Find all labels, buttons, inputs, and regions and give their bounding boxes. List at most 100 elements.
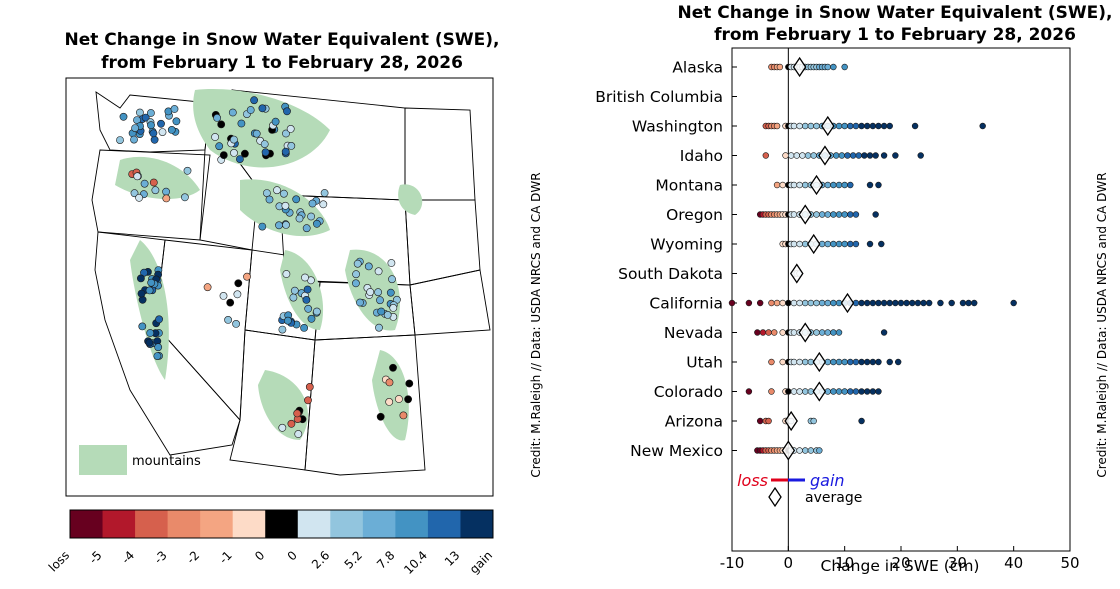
swe-point (858, 299, 865, 307)
colorbar-cell (297, 510, 331, 538)
map-station (282, 220, 290, 229)
swe-point (849, 152, 857, 159)
colorbar-cell (167, 510, 201, 538)
x-tick-label: 50 (1060, 554, 1079, 572)
arizona-outline (229, 329, 316, 471)
swe-point (818, 211, 826, 218)
map-station (203, 283, 212, 292)
swe-point (813, 122, 820, 130)
legend-average-marker (768, 486, 782, 508)
swe-point (787, 152, 795, 159)
map-station (312, 219, 321, 228)
colorbar-tick-label: 10.4 (401, 548, 430, 577)
swe-point (959, 299, 967, 307)
chart-title-line2: from February 1 to February 28, 2026 (714, 25, 1076, 45)
map-stations (116, 96, 414, 438)
map-station (147, 121, 155, 130)
swe-point (824, 211, 831, 218)
swe-point (818, 329, 826, 336)
map-station (234, 279, 243, 288)
map-station (286, 124, 295, 133)
swe-point (768, 358, 775, 366)
swe-point (847, 122, 854, 130)
map-station (149, 178, 158, 187)
map-station (162, 187, 170, 196)
map-station (235, 155, 244, 163)
map-credit: Credit: M.Raleigh // Data: USDA NRCS and… (529, 172, 543, 477)
map-station (135, 108, 144, 117)
swe-point (776, 63, 784, 71)
swe-point (799, 152, 806, 159)
swe-point (880, 122, 888, 130)
map-station (282, 270, 291, 278)
map-station (158, 128, 167, 136)
swe-point (872, 152, 879, 159)
swe-point (773, 299, 781, 307)
swe-point (790, 211, 798, 218)
map-station (283, 316, 292, 325)
map-station (376, 412, 385, 421)
colorbar-tick-label: 5.2 (342, 548, 365, 571)
swe-point (773, 122, 781, 130)
state-label: South Dakota (618, 265, 723, 283)
average-marker (806, 233, 821, 255)
map-station (116, 136, 124, 144)
swe-point (861, 152, 868, 159)
swe-point (875, 388, 882, 395)
swe-point (903, 299, 910, 307)
swe-point (771, 329, 778, 336)
map-station (180, 193, 189, 202)
swe-point (841, 181, 848, 189)
swe-point (855, 152, 862, 159)
colorbar-cell (330, 510, 364, 538)
map-station (304, 396, 312, 405)
map-station (219, 151, 228, 159)
swe-point (830, 299, 837, 307)
map-station (146, 329, 155, 337)
average-marker (790, 263, 804, 284)
colorbar-tick-label: -4 (119, 548, 137, 566)
swe-point (773, 181, 781, 189)
swe-point (790, 122, 798, 130)
new-mexico-outline (304, 334, 426, 476)
swe-point (802, 299, 809, 307)
map-station (405, 379, 414, 388)
swe-point (894, 358, 902, 366)
map-station (258, 104, 267, 113)
x-tick-label: 20 (891, 554, 910, 572)
swe-point (863, 122, 871, 130)
swe-point (830, 240, 837, 248)
map-station (119, 112, 128, 121)
map-station (237, 119, 246, 128)
map-station (258, 222, 267, 231)
swe-point (802, 181, 809, 189)
swe-point (835, 181, 843, 189)
map-station (130, 189, 139, 198)
x-tick-label: 0 (784, 554, 794, 572)
swe-point (785, 388, 792, 395)
swe-point (796, 240, 803, 248)
map-station (404, 395, 412, 404)
swe-point (869, 299, 877, 307)
map-station (228, 108, 237, 117)
swe-point (892, 152, 899, 159)
map-station (215, 142, 224, 151)
colorbar-frame (69, 509, 494, 539)
map-station (295, 214, 304, 223)
swe-point (866, 240, 874, 248)
colorbar-tick-label: 0 (252, 548, 267, 563)
swe-point (779, 329, 786, 336)
swe-point (810, 417, 817, 425)
swe-point (813, 329, 820, 336)
swe-point (765, 329, 772, 336)
map-station (240, 149, 249, 158)
swe-point (880, 299, 888, 307)
colorbar-tick-label: 0 (285, 548, 300, 563)
map-station (305, 382, 314, 391)
swe-point (835, 240, 843, 248)
map-station (211, 133, 219, 141)
map-station (388, 275, 396, 284)
swe-point (1010, 299, 1017, 307)
map-station (133, 172, 142, 181)
swe-point (728, 299, 736, 307)
